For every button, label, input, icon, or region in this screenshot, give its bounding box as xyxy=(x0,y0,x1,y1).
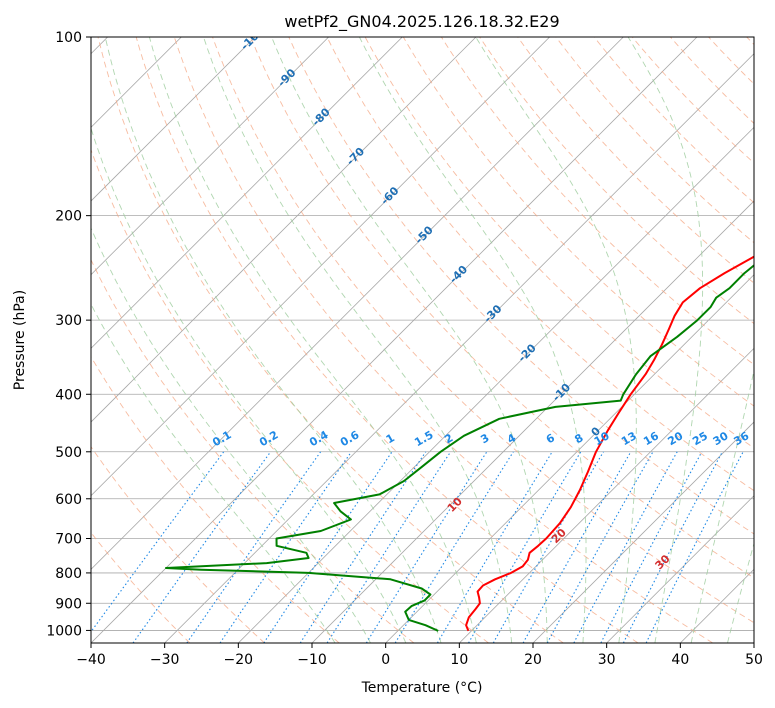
x-tick-label: −40 xyxy=(76,652,106,668)
mixing-ratio-line xyxy=(326,451,452,643)
x-tick-label: −20 xyxy=(224,652,254,668)
moist-adiabat-line xyxy=(690,368,754,643)
y-tick-label: 200 xyxy=(55,209,82,225)
y-tick-label: 700 xyxy=(55,532,82,548)
y-axis-title: Pressure (hPa) xyxy=(12,290,28,390)
plot-area: -100-90-80-70-60-50-40-30-20-1000.1 0.2 0.… xyxy=(91,37,754,643)
isotherm-line xyxy=(459,347,754,643)
isotherm-line xyxy=(91,37,698,643)
dry-adiabat-line xyxy=(326,37,754,492)
dry-adiabat-line xyxy=(288,37,754,535)
moist-adiabat-line xyxy=(627,37,704,643)
moist-adiabat-line xyxy=(91,227,371,643)
series-layer xyxy=(165,255,754,632)
y-tick-label: 500 xyxy=(55,445,82,461)
x-tick-label: 40 xyxy=(671,652,689,668)
axis-ticks: −40 −30 −20 −10 0 10 20 30 40 50 100 200 300 400 500 60… xyxy=(46,30,763,668)
x-tick-label: 0 xyxy=(381,652,390,668)
dry-adiabat-line xyxy=(173,37,713,643)
y-tick-label: 1000 xyxy=(46,623,82,639)
y-tick-label: 900 xyxy=(55,596,82,612)
mixing-ratio-line xyxy=(600,451,703,643)
isotherm-line xyxy=(532,421,754,643)
isotherm-line xyxy=(385,274,754,643)
isotherm-line xyxy=(91,37,477,423)
chart-title: wetPf2_GN04.2025.126.18.32.E29 xyxy=(284,12,559,32)
y-tick-label: 600 xyxy=(55,492,82,508)
dry-adiabat-line xyxy=(517,37,754,284)
moist-adiabat-line xyxy=(358,37,587,643)
x-tick-label: 20 xyxy=(524,652,542,668)
mixing-ratio-line xyxy=(365,451,488,643)
x-tick-label: 50 xyxy=(745,652,763,668)
moist-adiabat-line xyxy=(727,541,754,643)
isotherm-line xyxy=(91,37,550,497)
x-tick-label: −30 xyxy=(150,652,180,668)
mixing-ratio-line xyxy=(219,451,352,643)
mixing-ratio-line xyxy=(522,451,632,643)
mixing-ratio-line xyxy=(91,451,225,633)
y-tick-label: 100 xyxy=(55,30,82,46)
isotherm-line xyxy=(91,37,403,349)
y-tick-label: 300 xyxy=(55,313,82,329)
moist-adiabat-line xyxy=(148,37,477,643)
isotherm-line xyxy=(238,126,754,643)
mixing-ratio-line xyxy=(263,451,393,643)
x-tick-label: 10 xyxy=(450,652,468,668)
x-tick-label: −10 xyxy=(297,652,327,668)
isotherm-line xyxy=(91,37,329,276)
moist-adiabat-line xyxy=(91,303,336,643)
mixing-ratio-line xyxy=(186,451,322,643)
dry-adiabat-line xyxy=(91,258,415,643)
mixing-ratio-line xyxy=(573,451,678,643)
isotherm-line xyxy=(606,495,754,643)
y-tick-label: 800 xyxy=(55,566,82,582)
temperature-line xyxy=(465,255,754,632)
mixing-ratio-line xyxy=(546,451,654,643)
dry-adiabat-line xyxy=(91,445,265,643)
x-axis-title: Temperature (°C) xyxy=(361,680,483,696)
isotherm-line xyxy=(164,53,754,643)
dewpoint-line xyxy=(165,264,754,632)
moist-adiabat-line xyxy=(91,126,407,643)
mixing-ratio-line xyxy=(299,451,427,643)
moist-adiabat-line xyxy=(271,37,548,643)
moist-adiabat-line xyxy=(203,37,513,643)
dry-adiabat-line xyxy=(91,355,340,643)
plot-frame xyxy=(90,36,755,644)
isotherm-line xyxy=(91,37,256,202)
dry-adiabat-line xyxy=(250,37,754,579)
mixing-ratio-line xyxy=(436,451,553,643)
mixing-ratio-line xyxy=(132,451,272,643)
mixing-ratio-line xyxy=(645,451,744,643)
isotherm-line xyxy=(91,37,624,570)
dry-adiabat-line xyxy=(212,37,754,624)
background-lines xyxy=(91,37,754,643)
moist-adiabat-line xyxy=(475,37,637,643)
x-tick-label: 30 xyxy=(598,652,616,668)
y-tick-label: 400 xyxy=(55,387,82,403)
dry-adiabat-line xyxy=(135,37,639,643)
